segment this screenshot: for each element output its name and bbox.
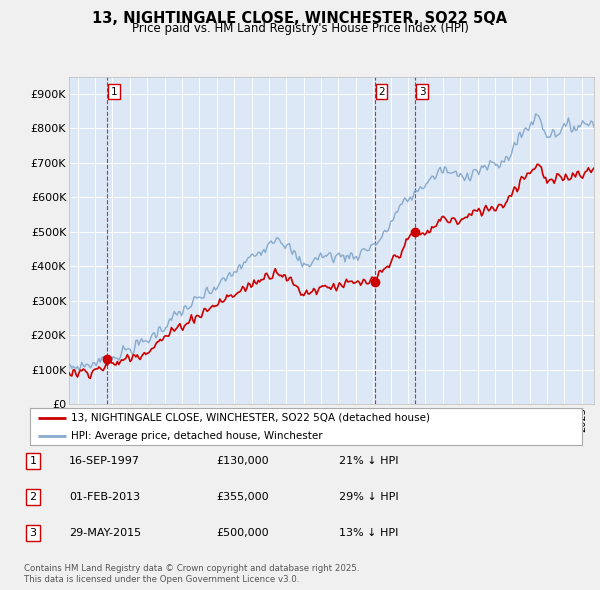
Text: 21% ↓ HPI: 21% ↓ HPI: [339, 457, 398, 466]
Text: 13% ↓ HPI: 13% ↓ HPI: [339, 529, 398, 538]
Text: 13, NIGHTINGALE CLOSE, WINCHESTER, SO22 5QA: 13, NIGHTINGALE CLOSE, WINCHESTER, SO22 …: [92, 11, 508, 25]
Text: This data is licensed under the Open Government Licence v3.0.: This data is licensed under the Open Gov…: [24, 575, 299, 584]
Text: HPI: Average price, detached house, Winchester: HPI: Average price, detached house, Winc…: [71, 431, 323, 441]
Text: 1: 1: [29, 457, 37, 466]
Text: Price paid vs. HM Land Registry's House Price Index (HPI): Price paid vs. HM Land Registry's House …: [131, 22, 469, 35]
Text: 3: 3: [29, 529, 37, 538]
Text: 2: 2: [29, 492, 37, 502]
Text: Contains HM Land Registry data © Crown copyright and database right 2025.: Contains HM Land Registry data © Crown c…: [24, 565, 359, 573]
Text: 16-SEP-1997: 16-SEP-1997: [69, 457, 140, 466]
Text: £355,000: £355,000: [216, 492, 269, 502]
Text: 1: 1: [111, 87, 118, 97]
Text: 2: 2: [378, 87, 385, 97]
Text: £130,000: £130,000: [216, 457, 269, 466]
Text: 3: 3: [419, 87, 425, 97]
Text: 29% ↓ HPI: 29% ↓ HPI: [339, 492, 398, 502]
Text: 13, NIGHTINGALE CLOSE, WINCHESTER, SO22 5QA (detached house): 13, NIGHTINGALE CLOSE, WINCHESTER, SO22 …: [71, 412, 430, 422]
Text: 01-FEB-2013: 01-FEB-2013: [69, 492, 140, 502]
Text: 29-MAY-2015: 29-MAY-2015: [69, 529, 141, 538]
Text: £500,000: £500,000: [216, 529, 269, 538]
